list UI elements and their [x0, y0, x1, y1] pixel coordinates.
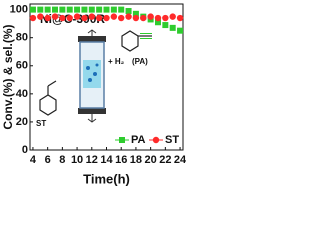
marker: [81, 14, 88, 22]
x-tick-label: 4: [30, 154, 37, 166]
marker: [118, 6, 125, 13]
marker: [132, 14, 140, 22]
marker: [81, 6, 88, 13]
marker: [37, 13, 44, 20]
y-tick-label: 40: [16, 88, 28, 100]
y-tick-label: 60: [16, 60, 28, 72]
marker: [52, 6, 59, 13]
x-tick-label: 18: [130, 154, 142, 166]
marker: [125, 8, 132, 15]
x-tick-label: 14: [100, 154, 113, 166]
marker: [95, 14, 103, 22]
x-tick-label: 10: [71, 154, 83, 166]
x-tick-label: 22: [159, 154, 171, 166]
legend-label: ST: [165, 134, 179, 146]
marker: [147, 13, 154, 20]
y-tick-label: 80: [16, 32, 28, 44]
marker: [88, 6, 95, 13]
marker: [154, 19, 161, 26]
x-tick-label: 6: [45, 154, 51, 166]
y-axis-label: Conv.(%) & sel.(%): [1, 24, 15, 129]
marker: [37, 6, 44, 13]
marker: [125, 13, 132, 20]
legend-label: PA: [131, 134, 146, 146]
y-tick-label: 20: [16, 116, 28, 128]
marker: [59, 6, 66, 13]
marker: [51, 13, 59, 20]
marker: [132, 10, 139, 17]
legend-marker: [119, 137, 125, 143]
x-tick-label: 8: [59, 154, 65, 166]
marker: [29, 14, 37, 22]
annotation: ST: [36, 119, 46, 128]
marker: [169, 13, 176, 20]
x-tick-label: 20: [145, 154, 157, 166]
annotation: (PA): [132, 57, 148, 66]
marker: [162, 14, 169, 22]
marker: [29, 6, 36, 13]
marker: [103, 6, 110, 13]
marker: [103, 14, 110, 22]
marker: [169, 24, 176, 31]
marker: [96, 6, 103, 13]
marker: [177, 27, 184, 34]
marker: [176, 14, 184, 22]
y-tick-label: 0: [22, 144, 28, 156]
reactor-illustration: [39, 29, 152, 123]
marker: [162, 22, 169, 29]
x-tick-label: 16: [115, 154, 127, 166]
marker: [59, 14, 66, 22]
marker: [140, 14, 147, 22]
marker: [110, 6, 117, 13]
marker: [154, 14, 162, 22]
legend-marker: [152, 136, 160, 144]
marker: [118, 14, 125, 22]
marker: [110, 13, 118, 20]
marker: [74, 6, 81, 13]
y-tick-label: 100: [10, 4, 28, 16]
x-axis-label: Time(h): [83, 171, 130, 186]
annotation: + H₂: [108, 57, 125, 66]
marker: [88, 13, 95, 20]
x-tick-label: 24: [174, 154, 186, 166]
marker: [44, 6, 51, 13]
marker: [73, 13, 81, 20]
x-tick-label: 12: [86, 154, 98, 166]
marker: [44, 14, 51, 22]
marker: [66, 14, 73, 22]
marker: [66, 6, 73, 13]
